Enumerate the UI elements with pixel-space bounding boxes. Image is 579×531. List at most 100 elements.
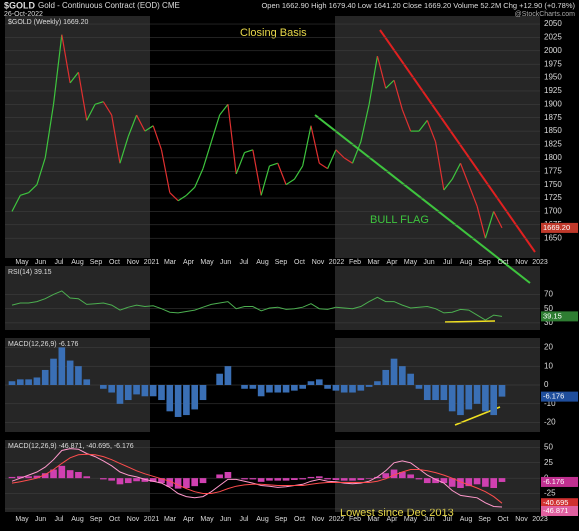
y-tick-label: 1925 <box>544 86 562 95</box>
x-tick-label: Nov <box>515 259 528 266</box>
y-tick-label: 2025 <box>544 33 562 42</box>
price-segment <box>302 125 312 167</box>
bar <box>315 476 323 479</box>
x-tick-label: 2022 <box>329 516 345 523</box>
bar <box>116 478 124 485</box>
price-segment <box>227 104 237 175</box>
quote: Open 1662.90 High 1679.40 Low 1641.20 Cl… <box>261 1 575 10</box>
x-tick-label: Apr <box>183 516 195 523</box>
price-segment <box>144 125 154 132</box>
y-tick-label: 1750 <box>544 180 562 189</box>
x-tick-label: Aug <box>460 259 473 266</box>
bar <box>158 385 165 401</box>
y-tick-label: 2050 <box>544 19 562 28</box>
x-tick-label: May <box>404 259 418 266</box>
x-tick-label: Sep <box>275 259 288 266</box>
price-segment <box>77 72 88 121</box>
x-tick-label: 2023 <box>532 516 548 523</box>
x-tick-label: Aug <box>256 259 269 266</box>
bar <box>166 478 174 487</box>
value-tag <box>541 222 578 233</box>
price-segment <box>260 165 271 196</box>
price-segment <box>360 104 370 142</box>
x-tick-label: Sep <box>478 516 491 523</box>
bar <box>141 478 149 482</box>
bar <box>315 379 323 385</box>
bar <box>241 478 248 480</box>
price-segment <box>318 162 328 170</box>
x-tick-label: Oct <box>109 516 120 523</box>
bar <box>349 385 356 393</box>
bar <box>307 381 315 385</box>
bar <box>50 358 57 385</box>
bar <box>340 478 348 481</box>
price-segment <box>152 125 163 151</box>
price-segment <box>376 56 387 89</box>
price-segment <box>52 34 63 105</box>
price-segment <box>177 194 187 202</box>
bar <box>174 478 182 489</box>
bar <box>108 478 115 481</box>
bar <box>457 385 464 416</box>
price-segment <box>310 125 320 164</box>
bar <box>257 385 265 397</box>
bar <box>191 385 199 410</box>
bar <box>382 369 390 385</box>
bar <box>75 472 82 479</box>
y-tick-label: -25 <box>544 489 556 498</box>
bar <box>490 478 498 488</box>
y-tick-label: 1775 <box>544 166 562 175</box>
bar <box>108 385 115 393</box>
y-tick-label: 1875 <box>544 113 562 122</box>
y-tick-label: 50 <box>544 442 553 451</box>
y-tick-label: 1650 <box>544 233 562 242</box>
bar <box>274 385 282 393</box>
value-tag-label: -6.176 <box>543 392 564 401</box>
x-tick-label: May <box>15 259 29 266</box>
price-segment <box>293 165 304 180</box>
price-segment <box>277 163 287 185</box>
bar <box>307 476 315 479</box>
bar <box>124 478 132 484</box>
x-tick-label: Sep <box>478 259 491 266</box>
price-segment <box>343 157 353 164</box>
price-segment <box>252 149 262 196</box>
bar <box>241 385 248 389</box>
bar <box>465 385 473 410</box>
bar <box>249 478 257 480</box>
price-segment <box>327 149 337 169</box>
value-tag-label: -6.176 <box>543 477 564 486</box>
symbol: $GOLD <box>4 0 36 10</box>
bar <box>415 385 423 389</box>
value-tag <box>541 476 578 487</box>
bar <box>75 366 82 385</box>
price-segment <box>219 103 229 116</box>
x-tick-label: Jun <box>220 259 231 266</box>
price-segment <box>36 157 46 185</box>
price-segment <box>44 104 55 158</box>
bar <box>83 379 91 385</box>
bar <box>332 385 340 391</box>
bar <box>116 385 124 404</box>
bar <box>41 369 49 385</box>
value-tag-label: -40.695 <box>543 498 568 507</box>
price-segment <box>426 120 437 143</box>
bar <box>324 478 331 480</box>
annotation: Lowest since Dec 2013 <box>340 507 454 519</box>
x-tick-label: Jun <box>35 259 46 266</box>
x-tick-label: Aug <box>71 259 84 266</box>
x-tick-label: Feb <box>349 516 361 523</box>
price-segment <box>11 195 21 212</box>
x-tick-label: Jul <box>240 516 249 523</box>
bar <box>158 478 165 484</box>
bar <box>357 385 365 391</box>
x-tick-label: Aug <box>256 516 269 523</box>
x-tick-label: May <box>200 259 214 266</box>
x-tick-label: Jul <box>55 516 64 523</box>
bar <box>291 385 298 391</box>
bar <box>266 478 273 481</box>
price-segment <box>484 211 495 239</box>
bar <box>374 476 381 479</box>
value-tag <box>541 391 578 402</box>
price-segment <box>210 114 221 142</box>
